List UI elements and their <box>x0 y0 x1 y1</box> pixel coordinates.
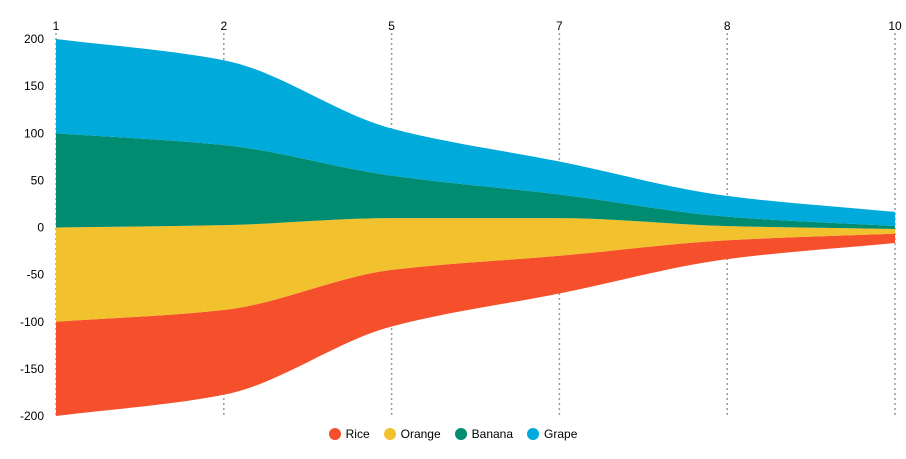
y-tick-label: 50 <box>31 173 45 187</box>
series-area-grape <box>56 39 895 227</box>
y-tick-label: -100 <box>20 315 44 329</box>
y-tick-label: 200 <box>24 32 44 46</box>
legend-item-banana[interactable]: Banana <box>454 427 514 441</box>
x-tick-label: 7 <box>556 19 563 33</box>
y-tick-label: 150 <box>24 79 44 93</box>
legend-label: Orange <box>400 427 441 441</box>
legend-label: Grape <box>544 427 578 441</box>
legend-item-orange[interactable]: Orange <box>383 427 441 441</box>
series-area-orange <box>56 218 895 322</box>
legend-swatch <box>527 428 540 440</box>
x-tick-label: 8 <box>724 19 731 33</box>
legend-swatch <box>454 428 467 440</box>
legend-label: Rice <box>345 427 370 441</box>
y-tick-label: 0 <box>37 221 44 235</box>
y-tick-label: -200 <box>20 409 44 423</box>
x-tick-label: 2 <box>220 19 227 33</box>
legend-item-grape[interactable]: Grape <box>527 427 577 441</box>
legend-swatch <box>328 428 341 440</box>
legend: Rice Orange Banana Grape <box>0 424 906 444</box>
x-tick-label: 10 <box>888 19 902 33</box>
x-tick-label: 1 <box>53 19 60 33</box>
series-area-banana <box>56 133 895 229</box>
y-tick-label: -50 <box>27 268 45 282</box>
legend-item-rice[interactable]: Rice <box>328 427 370 441</box>
legend-swatch <box>383 428 396 440</box>
x-tick-label: 5 <box>388 19 395 33</box>
y-tick-label: 100 <box>24 126 44 140</box>
series-area-rice <box>56 233 895 416</box>
legend-label: Banana <box>471 427 514 441</box>
y-tick-label: -150 <box>20 362 44 376</box>
